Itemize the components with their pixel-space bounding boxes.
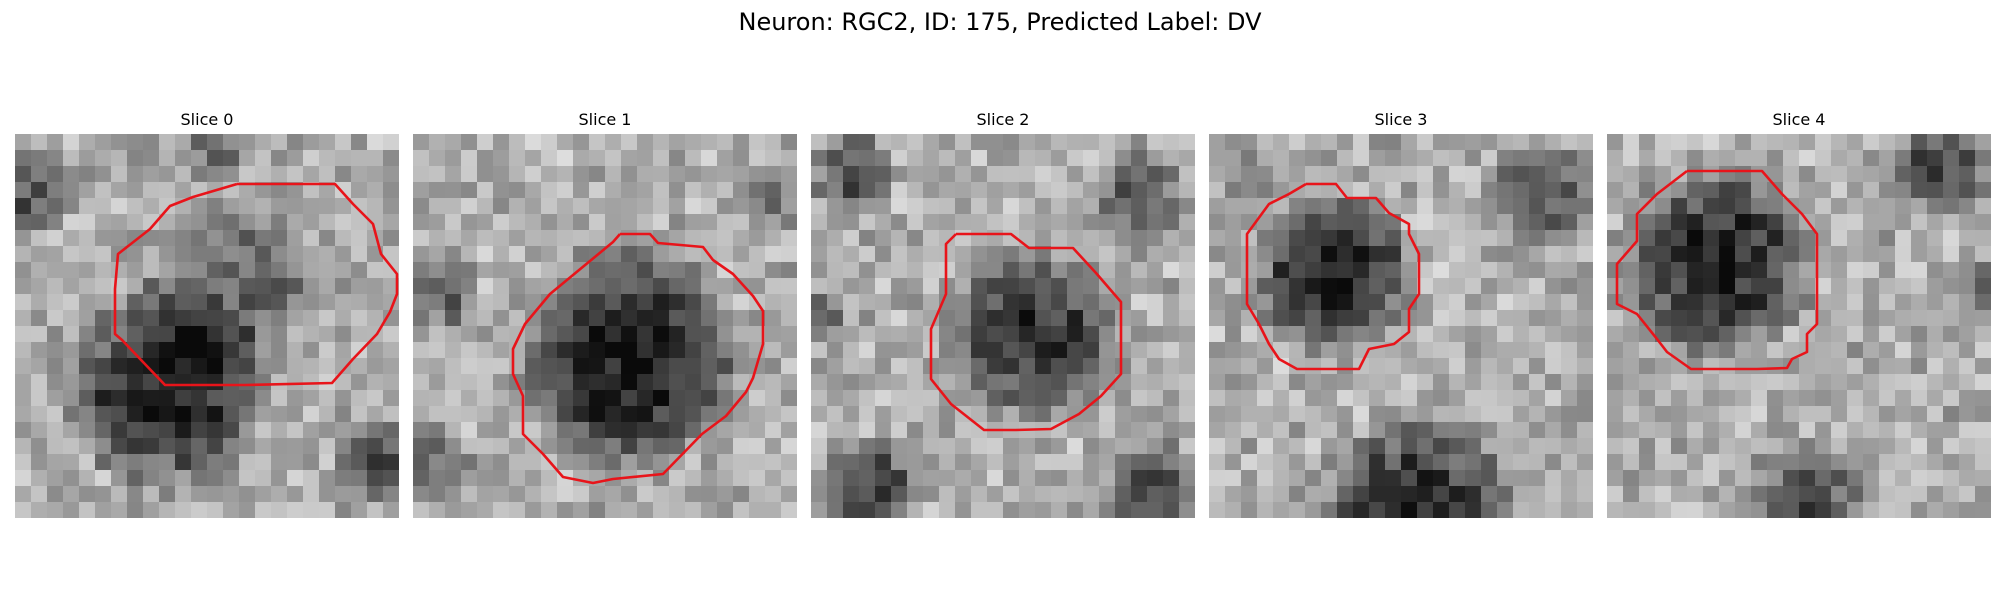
figure-title: Neuron: RGC2, ID: 175, Predicted Label: … (738, 8, 1262, 36)
neuron-contour-1 (511, 232, 765, 485)
neuron-contour-4 (1615, 169, 1819, 371)
slice-title-4: Slice 4 (1772, 110, 1826, 129)
slice-image-3 (1209, 134, 1593, 518)
slice-title-3: Slice 3 (1374, 110, 1428, 129)
slice-image-1 (413, 134, 797, 518)
grayscale-mosaic-2 (811, 134, 1195, 518)
neuron-contour-0 (113, 182, 399, 387)
grayscale-mosaic-1 (413, 134, 797, 518)
grayscale-mosaic-0 (15, 134, 399, 518)
slice-image-0 (15, 134, 399, 518)
neuron-contour-3 (1245, 182, 1421, 371)
slice-title-1: Slice 1 (578, 110, 632, 129)
slice-image-2 (811, 134, 1195, 518)
slice-title-0: Slice 0 (180, 110, 234, 129)
slice-image-4 (1607, 134, 1991, 518)
neuron-contour-2 (929, 232, 1123, 432)
slice-title-2: Slice 2 (976, 110, 1030, 129)
grayscale-mosaic-3 (1209, 134, 1593, 518)
grayscale-mosaic-4 (1607, 134, 1991, 518)
